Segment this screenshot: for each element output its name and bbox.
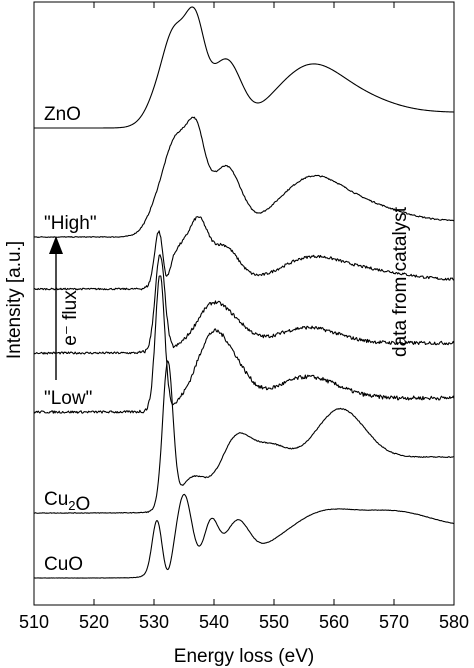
x-tick-label: 570 [379,612,409,632]
series-label: ZnO [44,104,81,125]
spectrum-line-5 [33,275,455,414]
flux-arrow-label: e⁻ flux [60,290,81,346]
series-label: "High" [44,213,97,234]
x-tick-label: 520 [79,612,109,632]
x-tick-label: 550 [259,612,289,632]
plot-frame [33,1,455,606]
data-from-catalyst-note: data from catalyst [390,206,411,357]
spectrum-line-1 [34,6,455,129]
series-label: "Low" [44,388,92,409]
spectrum-line-7 [34,493,455,579]
y-axis-label: Intensity [a.u.] [4,241,25,359]
x-tick-label: 560 [319,612,349,632]
series-labels: ZnO "High" "Low" Cu2O CuO [44,104,97,575]
x-tick-label: 580 [439,612,469,632]
x-axis-tick-labels: 510 520 530 540 550 560 570 580 [19,612,469,632]
x-axis-label: Energy loss (eV) [174,646,314,667]
flux-arrow [49,236,63,380]
x-tick-label: 510 [19,612,49,632]
x-tick-label: 530 [139,612,169,632]
arrow-up-icon [49,236,63,254]
x-tick-label: 540 [199,612,229,632]
spectrum-line-6 [33,360,455,514]
x-axis-ticks [33,2,455,605]
series-label: Cu2O [44,489,90,515]
spectrum-line-2 [33,116,455,238]
spectra-curves [33,6,455,579]
series-label: CuO [44,554,83,575]
spectrum-line-4 [33,254,455,355]
spectrum-line-3 [33,216,455,291]
